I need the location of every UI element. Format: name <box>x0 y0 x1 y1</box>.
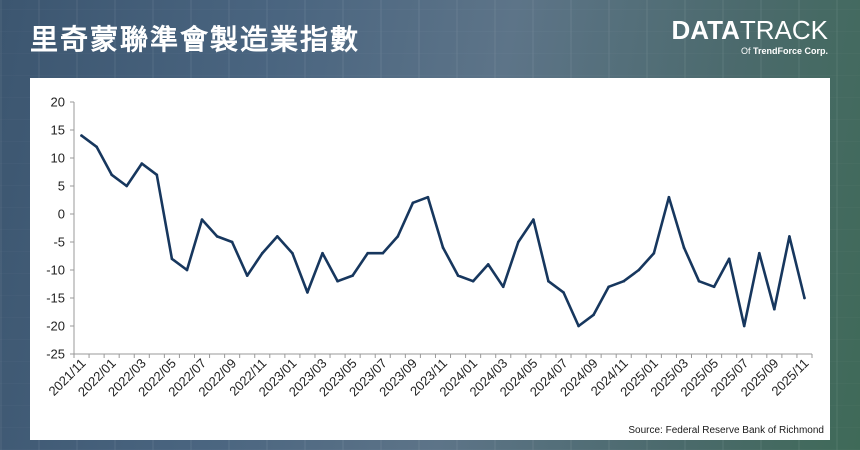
data-point <box>757 251 761 255</box>
y-tick-label: -10 <box>46 263 65 278</box>
data-point <box>773 307 776 311</box>
chart-panel: 20 15 10 5 0 -5 -10 -15 -20 -25 2021/11 2022/01 2022… <box>30 78 830 440</box>
data-point <box>306 291 309 294</box>
brand-subtitle: Of TrendForce Corp. <box>672 46 828 56</box>
data-point <box>185 268 189 272</box>
data-point <box>411 201 415 205</box>
y-tick-label: -25 <box>46 347 65 362</box>
data-point <box>276 235 279 238</box>
data-point <box>788 235 791 238</box>
data-point <box>486 263 490 266</box>
data-point <box>170 257 174 261</box>
data-point <box>200 218 204 221</box>
series-line <box>80 134 806 328</box>
brand-logo: DATATRACK Of TrendForce Corp. <box>672 16 828 56</box>
data-point <box>682 246 686 249</box>
page-title: 里奇蒙聯準會製造業指數 <box>30 23 361 56</box>
data-point <box>245 274 249 277</box>
y-tick-label: -15 <box>46 291 65 306</box>
data-point <box>426 195 430 199</box>
data-point <box>501 285 505 289</box>
brand-of: Of <box>740 46 751 56</box>
data-point <box>742 324 746 328</box>
data-point <box>803 296 806 300</box>
data-point <box>291 251 294 255</box>
data-point <box>260 251 264 255</box>
data-point <box>547 279 550 283</box>
data-point <box>712 285 716 289</box>
data-point <box>697 279 701 283</box>
y-tick-label: -20 <box>46 319 65 334</box>
data-point <box>80 134 83 137</box>
data-point <box>396 235 400 238</box>
data-point <box>230 240 234 244</box>
data-point <box>441 246 445 249</box>
brand-data: DATA <box>671 15 740 45</box>
data-point <box>622 279 626 283</box>
y-tick-label: 15 <box>51 123 65 138</box>
data-point <box>471 279 475 283</box>
data-point <box>381 251 385 255</box>
data-point <box>321 251 324 255</box>
data-point <box>215 235 219 238</box>
data-point <box>592 313 595 317</box>
data-point <box>366 251 369 255</box>
data-point <box>456 274 460 277</box>
data-point <box>336 279 339 283</box>
data-point <box>607 285 610 289</box>
data-point <box>155 173 159 177</box>
data-point <box>652 251 656 255</box>
data-point <box>727 257 731 261</box>
source-note: Source: Federal Reserve Bank of Richmond <box>628 425 824 436</box>
brand-company: TrendForce Corp. <box>752 46 828 56</box>
y-tick-label: -5 <box>53 235 65 250</box>
data-point <box>517 240 520 244</box>
data-point <box>637 268 641 272</box>
y-tick-label: 20 <box>51 95 65 110</box>
data-point <box>351 274 354 277</box>
data-point <box>95 145 98 149</box>
data-point <box>577 324 580 328</box>
data-point <box>562 291 565 294</box>
data-point <box>667 195 671 199</box>
brand-wordmark: DATATRACK <box>672 16 828 44</box>
y-tick-label: 10 <box>51 151 65 166</box>
data-point <box>125 184 129 188</box>
y-tick-label: 0 <box>58 207 65 222</box>
brand-track: TRACK <box>739 15 828 45</box>
data-point <box>110 173 113 177</box>
line-chart: 20151050-5-10-15-20-252021/112022/012022… <box>45 95 813 399</box>
y-tick-label: 5 <box>58 179 65 194</box>
data-point <box>532 218 535 221</box>
data-point <box>140 162 144 165</box>
